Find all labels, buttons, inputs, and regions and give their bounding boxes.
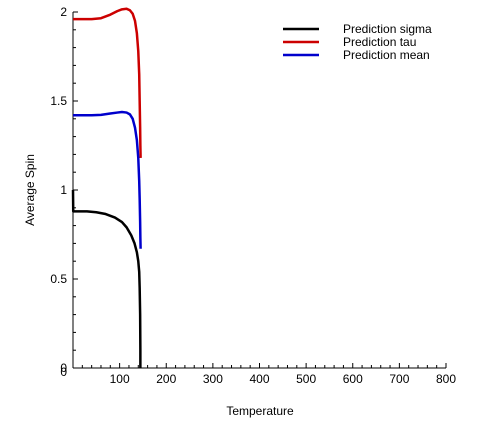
y-tick-label: 0.5 (50, 272, 67, 286)
x-tick-label: 300 (203, 372, 223, 386)
y-tick-label: 1.5 (50, 94, 67, 108)
x-tick-label: 600 (343, 372, 363, 386)
series-line-prediction-mean (73, 110, 142, 249)
x-tick-label: 200 (156, 372, 176, 386)
x-origin-label: 0 (60, 365, 67, 379)
y-tick-label: 0 (60, 361, 67, 375)
y-ticks: 0 0.5 1 1.5 2 (50, 5, 78, 375)
y-tick-label: 1 (60, 183, 67, 197)
x-tick-label: 500 (296, 372, 316, 386)
x-tick-label: 800 (436, 372, 456, 386)
y-axis-title: Average Spin (23, 154, 37, 226)
series-line-prediction-tau (73, 7, 142, 158)
series-line-prediction-sigma (71, 189, 142, 368)
x-tick-label: 100 (110, 372, 130, 386)
legend-label: Prediction mean (343, 48, 430, 62)
x-tick-label: 400 (249, 372, 269, 386)
y-tick-label: 2 (60, 5, 67, 19)
x-ticks: 100 200 300 400 500 600 700 800 0 (60, 363, 456, 386)
legend-label: Prediction tau (343, 35, 416, 49)
x-tick-label: 700 (389, 372, 409, 386)
x-axis-title: Temperature (226, 404, 294, 418)
legend-label: Prediction sigma (343, 22, 432, 36)
series-group (71, 7, 142, 368)
